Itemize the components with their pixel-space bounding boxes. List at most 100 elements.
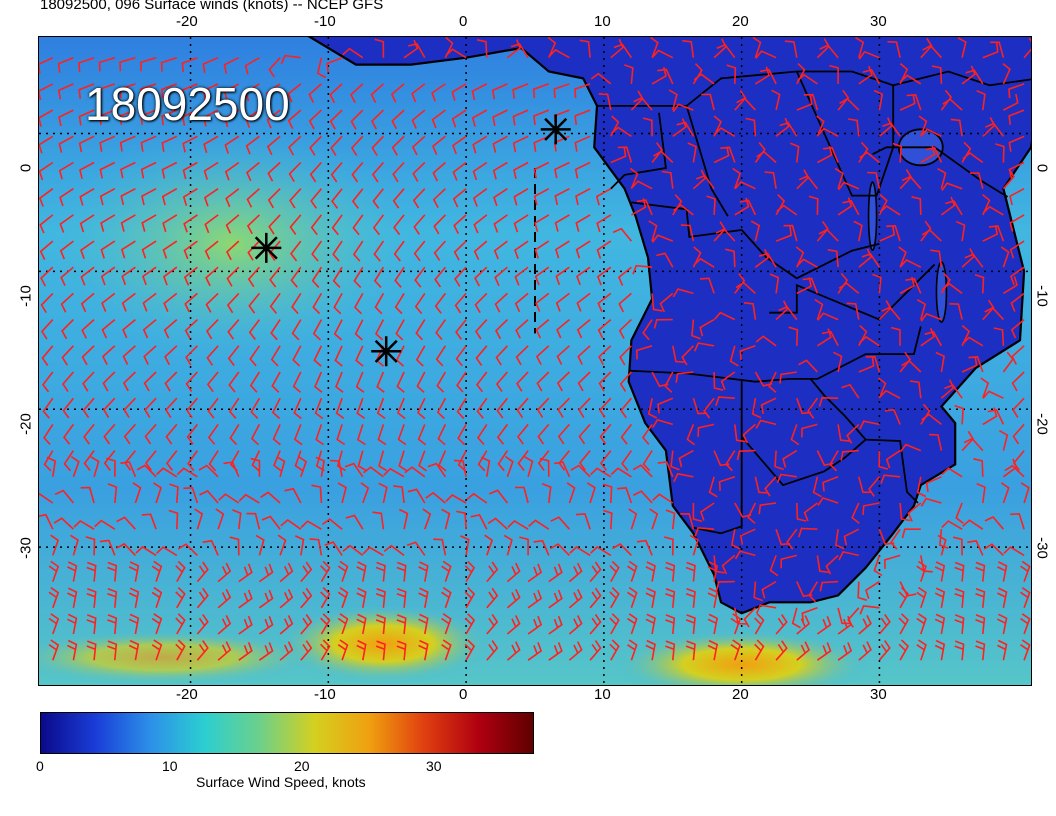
wind-barb xyxy=(161,161,178,179)
wind-barb xyxy=(288,135,302,156)
wind-barb xyxy=(532,83,550,99)
x-tick-bottom: 30 xyxy=(870,686,887,703)
wind-barb xyxy=(528,519,550,530)
wind-barb xyxy=(920,327,935,347)
wind-barb xyxy=(670,450,680,471)
wind-barb xyxy=(617,146,633,163)
wind-barb xyxy=(703,397,715,419)
wind-barb xyxy=(60,266,74,287)
wind-barb xyxy=(769,555,779,577)
wind-barb xyxy=(862,68,881,85)
wind-barb xyxy=(495,371,509,393)
wind-barb xyxy=(736,449,756,461)
wind-barb xyxy=(982,42,999,59)
wind-barb xyxy=(493,240,508,260)
wind-barb xyxy=(527,642,543,661)
wind-barb xyxy=(899,443,922,453)
wind-barb xyxy=(141,513,157,530)
wind-barb xyxy=(435,319,447,341)
wind-barb xyxy=(516,423,529,445)
wind-barb xyxy=(610,147,627,164)
wind-barb xyxy=(162,240,178,259)
wind-barb xyxy=(422,508,432,530)
wind-barb xyxy=(54,489,75,504)
wind-barb xyxy=(602,483,613,504)
wind-barb xyxy=(515,486,529,504)
wind-barb xyxy=(980,377,990,399)
wind-barb xyxy=(39,109,54,127)
wind-barb xyxy=(79,188,95,206)
wind-barb xyxy=(775,226,792,242)
wind-barb xyxy=(754,371,773,387)
wind-barb xyxy=(680,512,695,530)
wind-barb xyxy=(452,161,467,181)
wind-barb xyxy=(687,142,697,163)
wind-barb xyxy=(891,326,901,346)
wind-barb xyxy=(69,534,79,556)
wind-barb xyxy=(955,502,964,524)
wind-barb xyxy=(73,520,95,530)
wind-barb xyxy=(320,560,331,583)
wind-barb xyxy=(116,516,136,530)
wind-barb xyxy=(650,37,659,58)
wind-barb xyxy=(751,398,762,419)
wind-barb xyxy=(503,534,513,556)
wind-barb xyxy=(651,49,674,59)
wind-barb xyxy=(1000,482,1010,504)
wind-barb xyxy=(337,482,347,504)
wind-barb xyxy=(837,642,853,661)
wind-barb xyxy=(940,89,953,111)
wind-barb xyxy=(649,508,659,530)
wind-barb xyxy=(513,161,529,179)
wind-barb xyxy=(398,450,408,472)
wind-barb xyxy=(102,397,116,419)
wind-barb xyxy=(375,561,386,582)
wind-barb xyxy=(905,277,922,294)
wind-barb xyxy=(331,214,343,236)
wind-barb xyxy=(217,641,232,661)
wind-barb xyxy=(494,292,508,313)
wind-barb xyxy=(801,607,818,623)
wind-barb xyxy=(731,529,741,550)
wind-barb xyxy=(568,588,583,609)
wind-barb xyxy=(1003,93,1019,111)
wind-barb xyxy=(734,180,756,190)
wind-barb xyxy=(816,642,832,661)
wind-barb xyxy=(575,187,591,206)
wind-barb xyxy=(954,640,965,661)
wind-barb xyxy=(396,614,407,635)
wind-barb xyxy=(132,482,142,504)
wind-barb xyxy=(496,423,509,445)
wind-barb xyxy=(713,311,736,321)
wind-barb xyxy=(41,371,54,393)
wind-barb xyxy=(537,450,550,471)
wind-barb xyxy=(330,135,343,157)
wind-barb xyxy=(999,430,1009,451)
wind-barb xyxy=(596,240,612,259)
wind-barb xyxy=(372,511,385,530)
wind-barb xyxy=(86,587,97,608)
wind-barb xyxy=(589,613,602,635)
wind-barb xyxy=(350,83,364,104)
wind-barb xyxy=(356,587,367,608)
wind-barb xyxy=(598,93,612,111)
wind-barb xyxy=(697,423,715,437)
wind-barb xyxy=(629,167,639,189)
wind-barb xyxy=(398,508,409,530)
wind-barb xyxy=(79,214,95,233)
wind-barb xyxy=(984,516,1005,530)
wind-barb xyxy=(729,345,739,367)
wind-barb xyxy=(699,502,715,521)
wind-barb xyxy=(119,83,136,99)
wind-barb xyxy=(186,423,199,445)
wind-barb xyxy=(997,613,1008,635)
wind-barb xyxy=(754,248,770,268)
wind-barb xyxy=(512,135,529,153)
wind-barb xyxy=(370,83,384,103)
wind-barb xyxy=(352,214,364,236)
wind-barb xyxy=(215,508,225,530)
wind-barb xyxy=(990,41,1005,58)
wind-barb xyxy=(965,69,984,85)
wind-barb xyxy=(312,292,323,315)
wind-barb xyxy=(934,639,946,661)
